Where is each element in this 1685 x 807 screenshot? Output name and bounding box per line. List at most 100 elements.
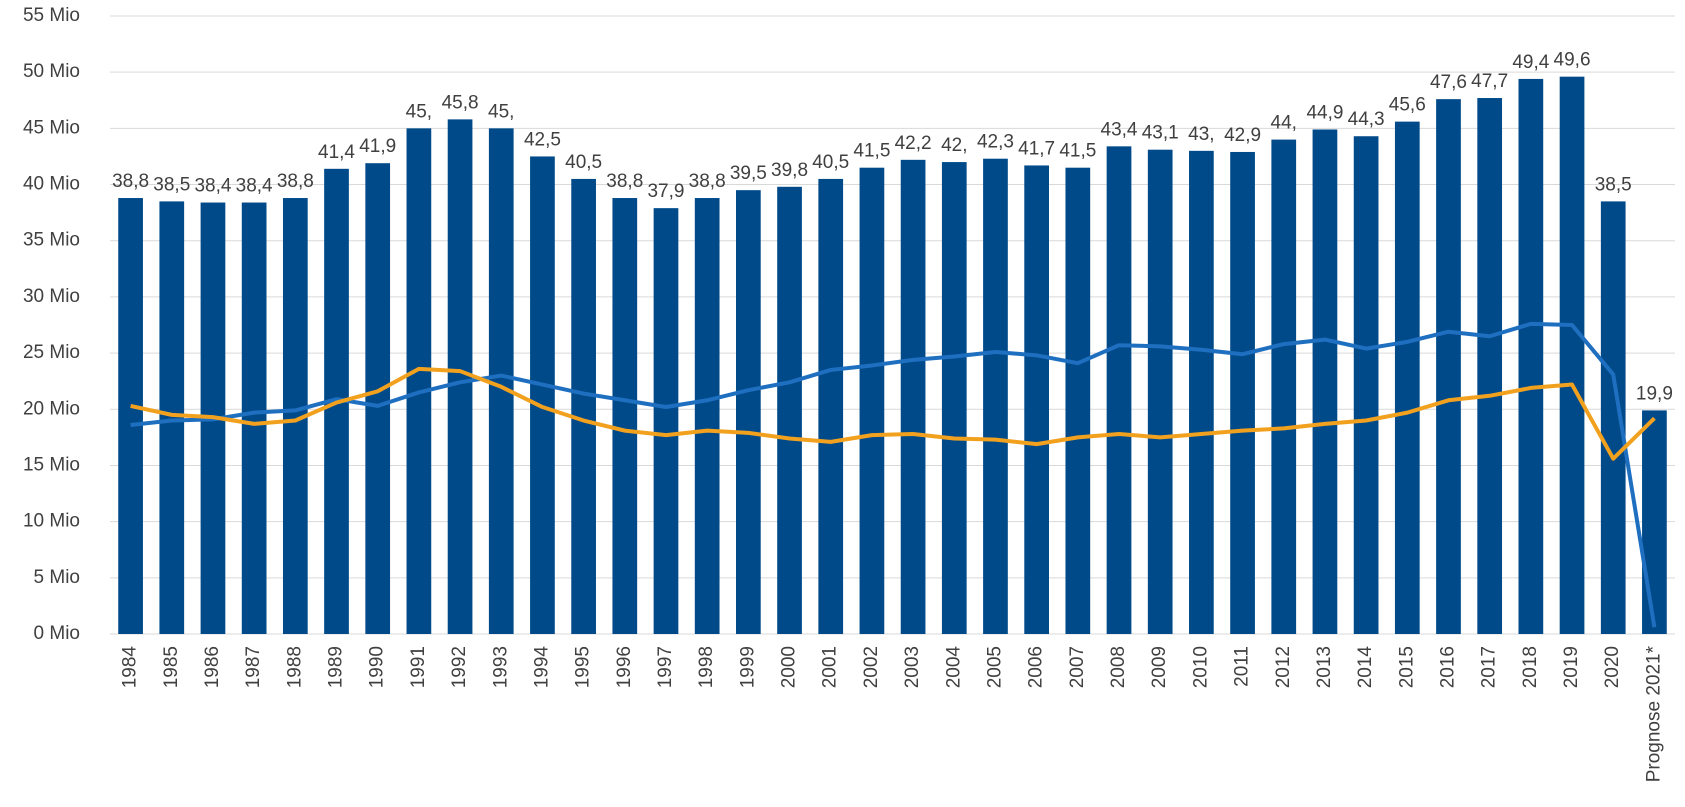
y-tick-label: 20 Mio [23, 398, 80, 419]
bar [1642, 410, 1667, 634]
bar [1436, 99, 1461, 634]
value-label: 41,4 [318, 142, 355, 163]
x-tick-label: 2015 [1396, 646, 1417, 688]
bar [941, 162, 967, 634]
x-tick-label: 2008 [1108, 646, 1129, 688]
bar [653, 208, 679, 634]
bar [1353, 136, 1379, 634]
x-tick-label: 1992 [449, 646, 470, 688]
x-tick-label: 1988 [284, 646, 305, 688]
value-label: 42,2 [895, 133, 932, 154]
bar [1518, 78, 1544, 634]
x-tick-label: 1993 [490, 646, 511, 688]
x-tick-label: 1989 [326, 646, 347, 688]
value-label: 45,8 [442, 92, 479, 113]
bar [1147, 149, 1173, 635]
value-label: 39,8 [771, 160, 808, 181]
x-tick-label: 2016 [1438, 646, 1459, 688]
y-tick-label: 30 Mio [23, 286, 80, 307]
x-tick-label: 2013 [1314, 646, 1335, 688]
value-label: 47,6 [1430, 72, 1467, 93]
bar [530, 156, 555, 635]
value-label: 37,9 [647, 181, 684, 202]
value-label: 47,7 [1471, 71, 1508, 92]
x-tick-label: 1987 [243, 646, 264, 688]
value-label: 38,8 [606, 171, 643, 192]
bar [1559, 76, 1585, 634]
value-label: 45, [406, 101, 432, 122]
value-label: 38,5 [153, 174, 190, 195]
line [130, 321, 1657, 628]
value-label: 41,7 [1018, 138, 1055, 159]
value-label: 45, [488, 101, 514, 122]
line [130, 366, 1656, 461]
value-label: 19,9 [1636, 383, 1673, 404]
bar [694, 198, 720, 634]
x-tick-label: 1999 [737, 646, 758, 688]
bar [1312, 129, 1338, 634]
value-label: 44,3 [1348, 109, 1385, 130]
bar [1065, 167, 1091, 634]
value-label: 43,4 [1101, 119, 1138, 140]
value-label: 42,5 [524, 129, 561, 150]
value-label: 44, [1271, 113, 1297, 134]
x-tick-label: 1996 [614, 646, 635, 688]
y-tick-label: 5 Mio [34, 567, 80, 588]
bar [736, 190, 761, 634]
x-tick-label: 1991 [408, 646, 429, 688]
value-label: 42,3 [977, 132, 1014, 153]
bar [612, 198, 638, 634]
value-label: 40,5 [565, 152, 602, 173]
value-label: 40,5 [812, 152, 849, 173]
bar [900, 159, 926, 635]
y-tick-label: 55 Mio [23, 5, 80, 26]
value-label: 42,9 [1224, 125, 1261, 146]
bar [1024, 165, 1049, 634]
bar [447, 119, 473, 635]
x-tick-label: 2012 [1273, 646, 1294, 688]
bar [1477, 98, 1503, 634]
value-label: 38,8 [689, 171, 726, 192]
bar [1271, 139, 1297, 634]
bar [983, 158, 1008, 634]
x-tick-label: 2010 [1190, 646, 1211, 688]
x-tick-label: 1997 [655, 646, 676, 688]
bar [365, 163, 391, 635]
bar [571, 178, 596, 634]
value-label: 38,8 [277, 171, 314, 192]
x-tick-label: 2020 [1602, 646, 1623, 688]
x-tick-label: 1995 [573, 646, 594, 688]
value-label: 43,1 [1142, 123, 1179, 144]
x-tick-label: 2000 [779, 646, 800, 688]
value-label: 43, [1188, 124, 1214, 145]
bar [1230, 151, 1255, 634]
x-tick-label: 2009 [1149, 646, 1170, 688]
bar [818, 178, 844, 634]
value-label: 41,5 [853, 141, 890, 162]
x-tick-label: 2019 [1561, 646, 1582, 688]
x-tick-label: 1984 [120, 646, 141, 689]
y-tick-label: 35 Mio [23, 230, 80, 251]
bar [488, 128, 514, 634]
bar [777, 186, 802, 634]
y-tick-label: 0 Mio [34, 623, 80, 644]
x-tick-label: 2014 [1355, 646, 1376, 689]
bar [241, 202, 267, 635]
x-tick-label: 2006 [1026, 646, 1047, 688]
x-tick-label: 2007 [1067, 646, 1088, 688]
y-tick-label: 25 Mio [23, 342, 80, 363]
value-label: 42, [941, 135, 967, 156]
x-tick-label: 1986 [202, 646, 223, 688]
bar [1189, 150, 1214, 634]
y-tick-label: 50 Mio [23, 61, 80, 82]
bar [859, 167, 885, 634]
value-label: 38,8 [112, 171, 149, 192]
x-tick-label: Prognose 2021* [1643, 645, 1664, 782]
value-label: 38,5 [1595, 174, 1632, 195]
x-tick-label: 1998 [696, 646, 717, 688]
bar [118, 198, 143, 634]
value-label: 38,4 [236, 176, 273, 197]
value-label: 41,9 [359, 136, 396, 157]
y-tick-label: 45 Mio [23, 117, 80, 138]
x-tick-label: 2002 [861, 646, 882, 688]
